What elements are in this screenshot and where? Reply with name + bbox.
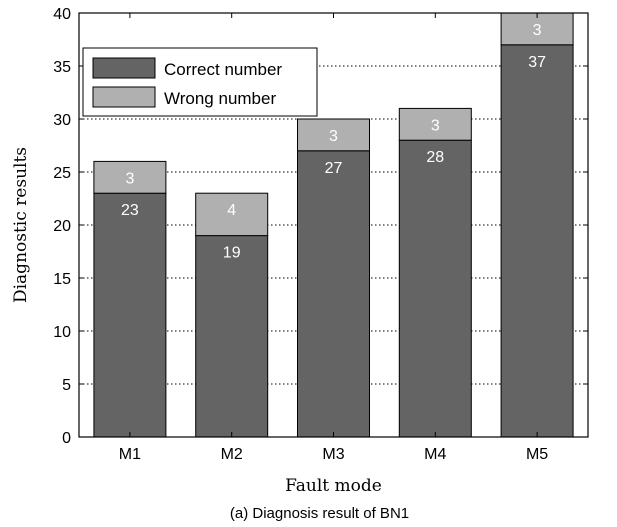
x-tick-label: M2: [221, 446, 243, 463]
y-tick-label: 20: [53, 218, 71, 235]
data-label-m5-wrong: 3: [533, 22, 542, 39]
bar-m1-correct: [93, 192, 167, 438]
bar-m1-wrong: [93, 160, 167, 194]
y-tick-label: 30: [53, 112, 71, 129]
data-label-m1-wrong: 3: [125, 170, 134, 187]
y-tick-label: 0: [62, 430, 71, 447]
y-tick-label: 35: [53, 59, 71, 76]
x-tick-label: M1: [119, 446, 141, 463]
legend-label-wrong: Wrong number: [164, 89, 276, 108]
data-label-m3-wrong: 3: [329, 128, 338, 145]
bar-m3-wrong: [297, 118, 370, 152]
figure-caption: (a) Diagnosis result of BN1: [230, 505, 409, 522]
bar-m4-wrong: [398, 107, 472, 141]
x-axis-ticks: M1 M2 M3 M4 M5: [119, 13, 548, 463]
legend-swatch-correct: [92, 57, 156, 79]
bar-m2-wrong: [195, 192, 269, 237]
data-label-m1-correct: 23: [121, 202, 139, 219]
y-tick-label: 10: [53, 324, 71, 341]
data-label-m2-wrong: 4: [227, 202, 236, 219]
y-tick-label: 15: [53, 271, 71, 288]
bar-m4-correct: [398, 139, 472, 438]
bar-m2-correct: [195, 235, 269, 438]
data-label-m3-correct: 27: [325, 160, 343, 177]
x-axis-title: Fault mode: [285, 476, 382, 496]
bar-m3-correct: [297, 150, 370, 438]
x-tick-label: M3: [322, 446, 344, 463]
y-tick-label: 25: [53, 165, 71, 182]
legend: Correct number Wrong number: [82, 47, 318, 117]
y-axis-title: Diagnostic results: [11, 147, 31, 303]
legend-label-correct: Correct number: [164, 60, 282, 79]
bars: 23 3 19 4 27 3 28 3 37 3: [93, 12, 574, 438]
y-axis-ticks: 0 5 10 15 20 25 30 35 40: [53, 6, 588, 447]
data-label-m2-correct: 19: [223, 245, 241, 262]
x-tick-label: M5: [526, 446, 548, 463]
y-tick-label: 5: [62, 377, 71, 394]
data-label-m5-correct: 37: [528, 54, 546, 71]
data-label-m4-correct: 28: [426, 149, 444, 166]
bar-m5-wrong: [500, 12, 574, 46]
x-tick-label: M4: [424, 446, 446, 463]
y-tick-label: 40: [53, 6, 71, 23]
legend-swatch-wrong: [92, 86, 156, 108]
data-label-m4-wrong: 3: [431, 117, 440, 134]
bar-m5-correct: [500, 44, 574, 438]
